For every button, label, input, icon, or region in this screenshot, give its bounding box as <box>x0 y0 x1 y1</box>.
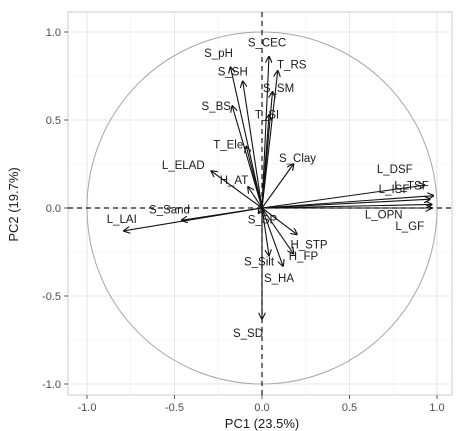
vector-t-si <box>261 115 269 209</box>
vector-label-h-stp: H_STP <box>290 239 327 251</box>
vector-label-s-ph: S_pH <box>204 48 233 60</box>
vector-s-ha <box>261 207 283 266</box>
vector-s-bs <box>232 106 263 209</box>
vector-label-s-sd: S_SD <box>233 328 263 340</box>
vector-label-s-silt: S_Silt <box>244 257 275 269</box>
vector-label-s-clay: S_Clay <box>279 153 316 165</box>
vector-s-clay <box>261 164 294 209</box>
vector-label-s-cec: S_CEC <box>248 38 286 50</box>
vector-h-fp <box>261 207 294 254</box>
vector-l-isf <box>261 199 430 209</box>
y-tick-label: 1.0 <box>46 27 61 39</box>
y-tick-label: -0.5 <box>42 291 61 303</box>
vector-s-sp <box>259 208 263 213</box>
grid <box>67 11 453 396</box>
vector-s-silt <box>261 207 269 256</box>
vector-label-s-sp: S_SP <box>248 214 278 226</box>
vector-l-tsf <box>261 196 434 209</box>
vector-s-cec <box>261 57 269 209</box>
vector-l-opn <box>261 204 432 209</box>
x-tick-label: 1.0 <box>429 402 444 414</box>
vector-label-t-rs: T_RS <box>277 60 307 72</box>
vector-label-l-opn: L_OPN <box>365 209 403 221</box>
vector-s-sh <box>243 81 263 209</box>
vector-label-s-sh: S_SH <box>218 66 248 78</box>
y-tick-label: 0.0 <box>46 203 61 215</box>
tick-labels: -1.0 -0.5 0.0 0.5 1.0 -1.0 -0.5 0.0 0.5 1.0 <box>42 27 445 414</box>
vector-s-sand <box>182 207 263 220</box>
vector-label-l-elad: L_ELAD <box>162 160 205 172</box>
vector-label-l-lai: L_LAI <box>107 214 137 226</box>
vector-label-s-sm: S_SM <box>263 83 294 95</box>
vector-label-t-si: T_SI <box>255 110 279 122</box>
x-tick-label: -0.5 <box>165 402 184 414</box>
vector-label-s-bs: S_BS <box>202 101 232 113</box>
vector-h-at <box>248 187 263 209</box>
x-axis-title: PC1 (23.5%) <box>225 416 299 431</box>
vector-l-elad <box>211 171 263 209</box>
x-tick-label: -1.0 <box>78 402 97 414</box>
vector-label-l-isf: L_ISF <box>379 184 410 196</box>
vector-h-stp <box>261 207 297 234</box>
vector-label-h-fp: H_FP <box>289 251 319 263</box>
vector-s-ph <box>231 67 263 209</box>
vector-label-s-sand: S_Sand <box>149 204 190 216</box>
vector-label-l-gf: L_GF <box>395 221 424 233</box>
vector-t-ele <box>246 146 263 209</box>
x-tick-label: 0.0 <box>254 402 269 414</box>
vector-label-t-ele: T_Ele <box>213 139 243 151</box>
vector-label-h-at: H_AT <box>220 175 249 187</box>
vector-labels: S_CEC T_RS S_pH S_SH S_SM S_BS T_SI T_Ele L_ELAD… <box>107 38 429 340</box>
x-tick-label: 0.5 <box>342 402 357 414</box>
loading-vectors <box>124 57 434 319</box>
y-tick-label: 0.5 <box>46 115 61 127</box>
y-axis-title: PC2 (19.7%) <box>6 167 21 241</box>
vector-l-dsf <box>261 185 425 209</box>
vector-label-l-dsf: L_DSF <box>377 164 413 176</box>
y-tick-label: -1.0 <box>42 379 61 391</box>
vector-label-l-tsf: L_TSF <box>394 181 429 193</box>
vector-label-s-ha: S_HA <box>264 273 294 285</box>
